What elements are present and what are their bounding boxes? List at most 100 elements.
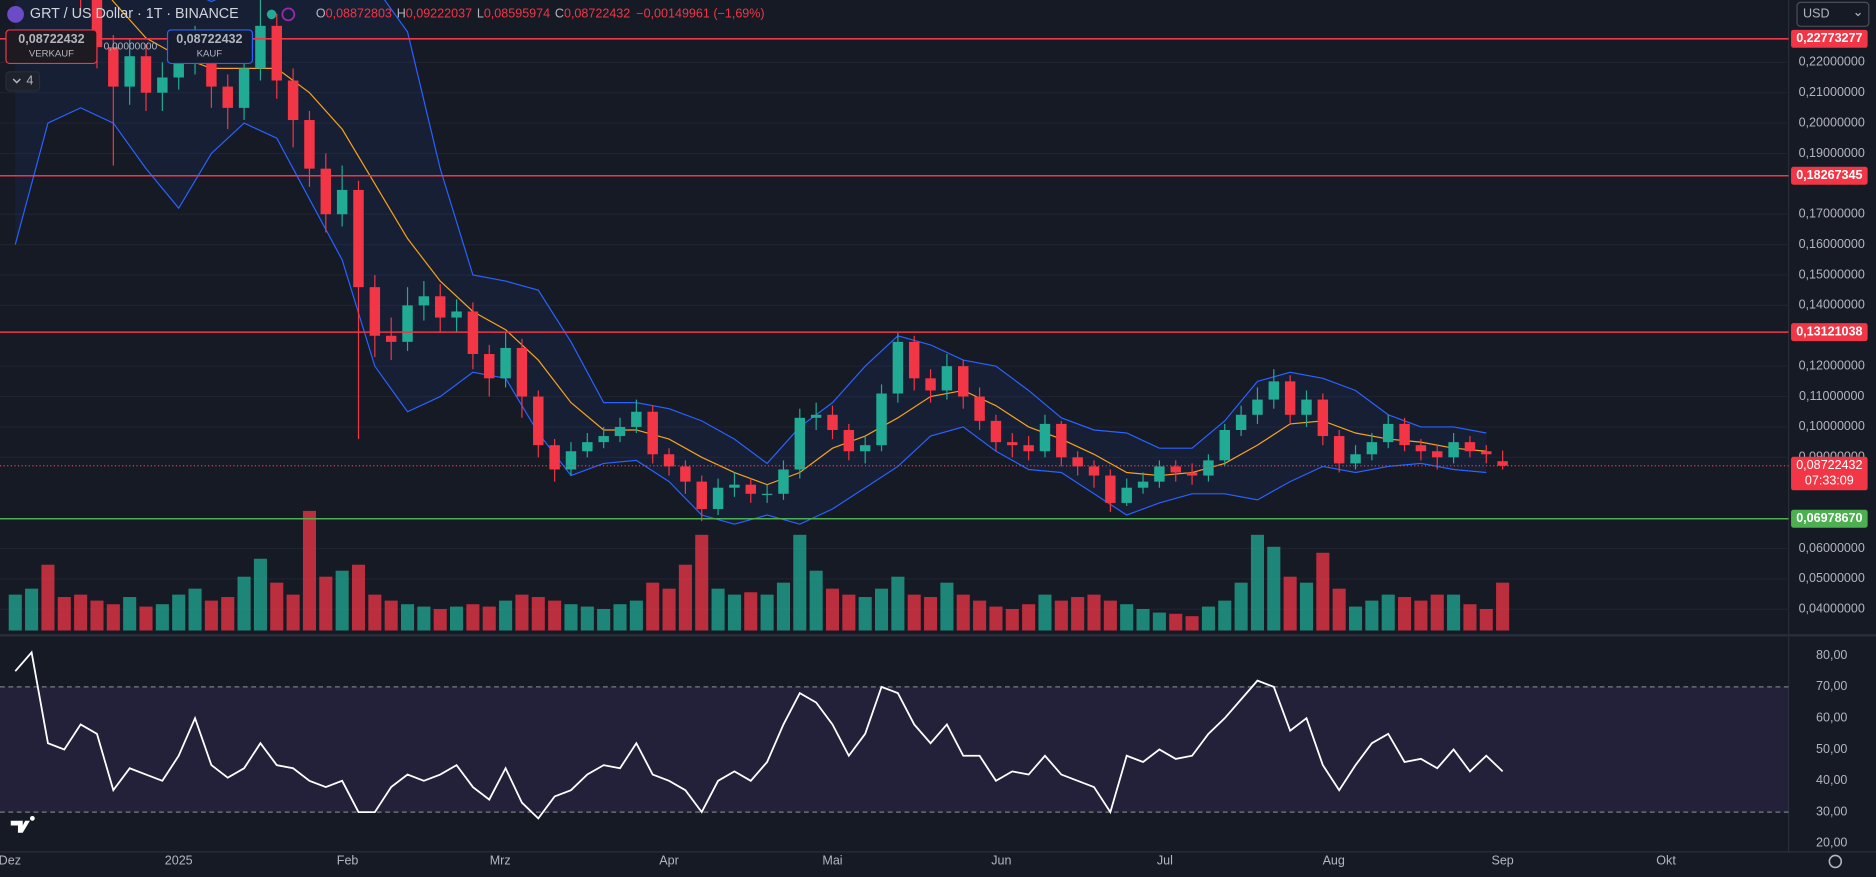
share-icon[interactable] (281, 7, 296, 22)
volume-bar (515, 594, 529, 631)
sell-button[interactable]: 0,08722432 VERKAUF (5, 29, 98, 65)
volume-bar (678, 564, 692, 631)
level-label: 0,22773277 (1796, 31, 1862, 45)
level-label: 0,06978670 (1796, 511, 1862, 525)
chevron (1855, 12, 1861, 17)
x-tick-label: Jun (991, 854, 1011, 868)
candle-body (157, 77, 168, 93)
candle-body (1219, 429, 1230, 461)
y-tick-label: 0,22000000 (1799, 55, 1865, 69)
volume-bar (809, 570, 823, 631)
volume-bar (286, 594, 300, 631)
y-tick-label: 70,00 (1816, 679, 1847, 693)
rsi-pane (0, 650, 1789, 820)
candle-body (1154, 466, 1165, 482)
volume-bar (744, 592, 758, 631)
currency-select[interactable]: USD (1796, 1, 1870, 27)
volume-bar (1267, 546, 1281, 631)
candle-body (1252, 399, 1263, 415)
volume-bar (940, 582, 954, 631)
candle-body (549, 445, 560, 470)
volume-bar (1299, 582, 1314, 631)
sell-box (5, 29, 98, 65)
y-tick-label: 0,20000000 (1799, 115, 1865, 129)
change: −0,00149961 (−1,69%) (636, 7, 764, 21)
buy-label: KAUF (197, 48, 223, 59)
candle-body (1088, 466, 1100, 476)
level-label: 0,18267345 (1796, 168, 1862, 182)
candle-body (859, 445, 871, 452)
volume-bar (237, 576, 251, 631)
candle-body (810, 414, 822, 418)
candle-body (1317, 399, 1329, 437)
ohlc-value: 0,08722432 (564, 7, 630, 21)
volume-bar (695, 534, 709, 631)
x-tick-label: 2025 (165, 854, 193, 868)
candle-body (745, 484, 756, 494)
buy-button[interactable]: 0,08722432 KAUF (166, 29, 254, 65)
candle-body (402, 305, 413, 342)
y-tick-label: 80,00 (1816, 648, 1847, 662)
candle-body (1481, 451, 1492, 455)
candle-body (1399, 423, 1410, 446)
volume-bar (433, 608, 447, 631)
buy-box (166, 29, 254, 65)
volume-bar (450, 606, 464, 631)
volume-bar (204, 600, 218, 631)
volume-bar (924, 597, 938, 631)
volume-bar (1201, 606, 1215, 631)
candle-body (565, 451, 577, 470)
volume-bar (531, 597, 545, 631)
volume-bar (1120, 604, 1134, 631)
candle-body (729, 484, 740, 488)
volume-bar (1365, 600, 1379, 631)
volume-bar (989, 606, 1003, 631)
y-tick-label: 20,00 (1816, 836, 1847, 850)
volume-bar (548, 600, 562, 631)
volume-bar (907, 594, 921, 631)
candle-body (1235, 414, 1247, 430)
volume-bar (221, 597, 235, 631)
volume-bar (711, 588, 725, 631)
band-lower (14, 107, 1487, 525)
settings-icon[interactable] (1828, 854, 1843, 869)
candle-body (1186, 472, 1198, 476)
volume-bar (1414, 600, 1428, 631)
level-label-box (1791, 509, 1868, 528)
countdown: 07:33:09 (1805, 474, 1854, 488)
volume-bar (139, 606, 153, 631)
candle-body (827, 414, 838, 430)
y-tick-label: 30,00 (1816, 804, 1847, 818)
volume-bar (825, 588, 840, 631)
volume-bar (41, 564, 55, 631)
candle-body (206, 47, 217, 87)
volume-bar (1185, 616, 1199, 631)
candle-body (696, 481, 707, 509)
y-tick-label: 50,00 (1816, 742, 1847, 756)
x-tick-label: Feb (337, 854, 359, 868)
volume-bar (188, 588, 202, 631)
candle-body (1268, 381, 1280, 400)
candle-body (1350, 454, 1361, 464)
indicator-box (5, 71, 41, 92)
candle-body (451, 311, 462, 318)
y-tick-label: 40,00 (1816, 773, 1847, 787)
candle-body (1284, 381, 1296, 415)
y-tick-label: 0,14000000 (1799, 298, 1865, 312)
candle-body (1382, 423, 1394, 443)
volume-bar (597, 608, 611, 631)
candle-body (304, 120, 315, 169)
volume-bar (57, 597, 71, 631)
volume-bar (1103, 600, 1117, 631)
volume-bar (858, 597, 872, 631)
market-status (266, 9, 277, 20)
candle-body (582, 442, 593, 452)
indicator-toggle[interactable]: 4 (5, 71, 41, 92)
volume-bar (1152, 612, 1166, 631)
volume-bar (482, 606, 496, 631)
last-price-label: 0,08722432 (1796, 458, 1862, 472)
volume-bar (1022, 604, 1036, 631)
candle-body (941, 366, 953, 391)
volume-bar (1348, 606, 1363, 631)
